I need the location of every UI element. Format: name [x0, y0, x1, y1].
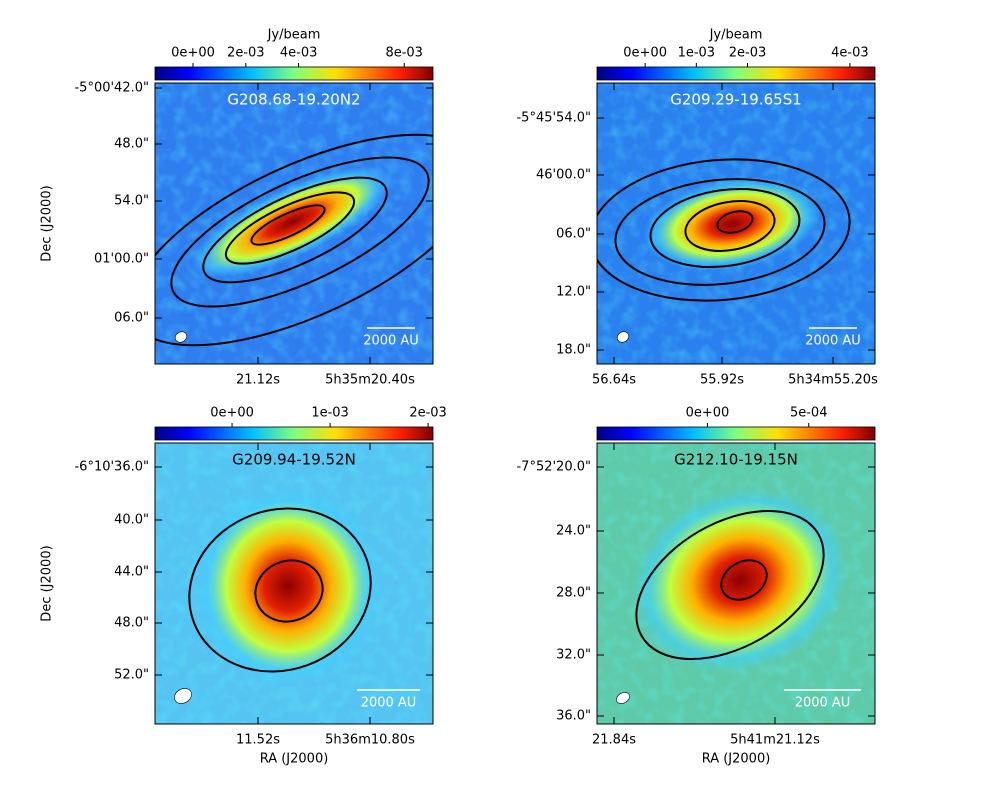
- image: [597, 443, 875, 724]
- y-tick-label: -6°10'36.0": [74, 460, 149, 475]
- frame: [596, 82, 876, 365]
- scalebar-label: 2000 AU: [361, 696, 417, 711]
- contour: [597, 158, 851, 302]
- y-tick-label: 48.0": [114, 137, 149, 152]
- image: [155, 83, 433, 364]
- colorbar-tick-label: 1e-03: [311, 406, 349, 421]
- x-tick-label: 55.92s: [700, 373, 744, 388]
- y-tick-label: 44.0": [114, 565, 149, 580]
- contour: [202, 176, 388, 284]
- colorbar: [154, 426, 434, 441]
- contour: [250, 204, 326, 246]
- panel-title: G208.68-19.20N2: [227, 91, 360, 109]
- x-tick-label: 5h41m21.12s: [730, 733, 820, 748]
- x-tick-label: 21.84s: [592, 733, 636, 748]
- emission: [643, 177, 821, 271]
- contour: [635, 509, 825, 661]
- colorbar-tick-label: 2e-03: [729, 46, 767, 61]
- contour: [716, 210, 754, 234]
- x-axis-label: RA (J2000): [702, 752, 771, 767]
- x-axis-label: RA (J2000): [260, 752, 329, 767]
- colorbar-label: Jy/beam: [709, 28, 763, 43]
- x-tick-label: 56.64s: [592, 373, 636, 388]
- contour: [254, 559, 324, 623]
- x-tick-label: 21.12s: [236, 373, 280, 388]
- colorbar-tick-label: 2e-03: [409, 406, 447, 421]
- beam: [174, 688, 192, 704]
- frame: [154, 442, 434, 725]
- y-tick-label: 48.0": [114, 616, 149, 631]
- scalebar-label: 2000 AU: [795, 696, 851, 711]
- frame: [154, 82, 434, 365]
- y-tick-label: 24.0": [556, 524, 591, 539]
- y-tick-label: 12.0": [556, 285, 591, 300]
- contour: [170, 156, 430, 308]
- colorbar-label: Jy/beam: [267, 28, 321, 43]
- image: [155, 443, 433, 724]
- y-tick-label: 28.0": [556, 586, 591, 601]
- contour: [155, 133, 433, 347]
- colorbar-tick-label: 0e+00: [623, 46, 667, 61]
- y-tick-label: 36.0": [556, 709, 591, 724]
- scalebar-label: 2000 AU: [363, 334, 419, 349]
- y-tick-label: 32.0": [556, 648, 591, 663]
- colorbar: [596, 66, 876, 81]
- y-axis-label: Dec (J2000): [40, 545, 55, 621]
- colorbar-tick-label: 0e+00: [210, 406, 254, 421]
- y-tick-label: 54.0": [114, 194, 149, 209]
- x-tick-label: 5h35m20.40s: [325, 373, 415, 388]
- y-tick-label: 40.0": [114, 513, 149, 528]
- beam: [616, 692, 630, 704]
- y-tick-label: -5°45'54.0": [516, 111, 591, 126]
- x-tick-label: 5h34m55.20s: [788, 373, 878, 388]
- colorbar-tick-label: 0e+00: [686, 406, 730, 421]
- emission: [191, 166, 393, 278]
- y-tick-label: 18.0": [556, 343, 591, 358]
- beam: [616, 331, 630, 343]
- y-tick-label: 01'00.0": [94, 252, 149, 267]
- emission: [193, 486, 383, 686]
- panel-title: G212.10-19.15N: [674, 451, 798, 469]
- panel-title: G209.29-19.65S1: [670, 91, 802, 109]
- colorbar-tick-label: 0e+00: [171, 46, 215, 61]
- colorbar-tick-label: 4e-03: [831, 46, 869, 61]
- scalebar-label: 2000 AU: [805, 334, 861, 349]
- emission: [632, 487, 848, 673]
- y-tick-label: -5°00'42.0": [74, 81, 149, 96]
- colorbar-tick-label: 5e-04: [790, 406, 828, 421]
- y-axis-label: Dec (J2000): [40, 185, 55, 261]
- y-tick-label: 52.0": [114, 668, 149, 683]
- panel-title: G209.94-19.52N: [232, 451, 356, 469]
- contour: [720, 559, 768, 601]
- colorbar-tick-label: 1e-03: [678, 46, 716, 61]
- contour: [224, 191, 356, 265]
- colorbar-tick-label: 4e-03: [280, 46, 318, 61]
- colorbar-tick-label: 8e-03: [385, 46, 423, 61]
- colorbar: [596, 426, 876, 441]
- contour: [614, 178, 826, 286]
- y-tick-label: 46'00.0": [536, 168, 591, 183]
- y-tick-label: -7°52'20.0": [516, 460, 591, 475]
- contour: [188, 507, 372, 673]
- y-tick-label: 06.0": [114, 311, 149, 326]
- x-tick-label: 5h36m10.80s: [325, 733, 415, 748]
- y-tick-label: 06.0": [556, 227, 591, 242]
- colorbar-tick-label: 2e-03: [227, 46, 265, 61]
- image: [597, 83, 875, 364]
- contour: [684, 200, 776, 252]
- beam: [174, 331, 188, 343]
- contour: [649, 187, 801, 269]
- x-tick-label: 11.52s: [236, 733, 280, 748]
- frame: [596, 442, 876, 725]
- colorbar: [154, 66, 434, 81]
